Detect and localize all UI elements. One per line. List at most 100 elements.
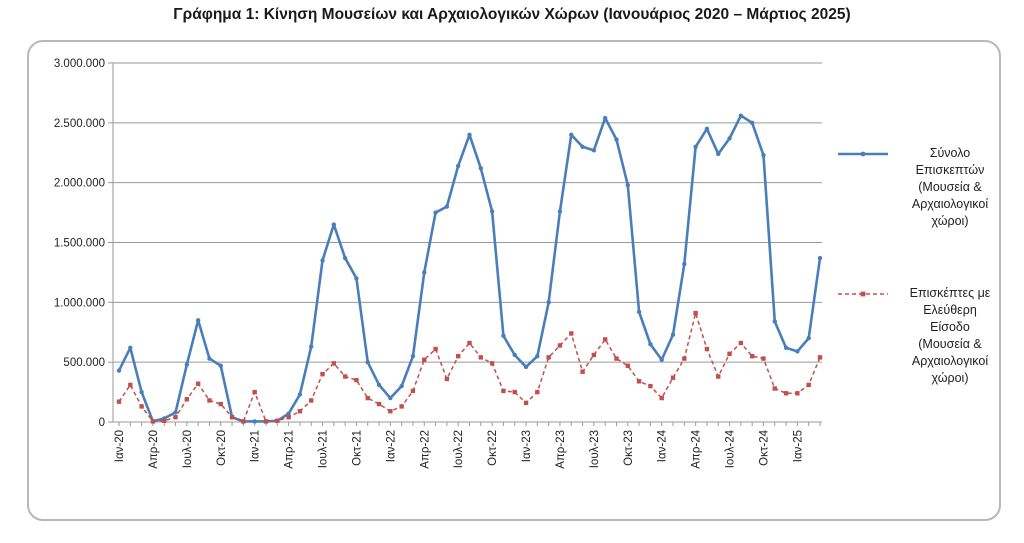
series-1-point (489, 209, 495, 214)
series-1-point (659, 357, 664, 362)
x-tick-label: Ιουλ-24 (725, 429, 737, 468)
series-1-point (252, 419, 257, 424)
x-tick-label: Ιουλ-23 (589, 430, 601, 468)
series-1-point (670, 332, 676, 337)
legend-label-line: Σύνολο (929, 146, 971, 160)
series-1-point (512, 352, 517, 358)
x-tick-label: Απρ-24 (691, 429, 703, 468)
legend-label-line: χώροι) (931, 214, 969, 228)
series-1-point (806, 336, 811, 341)
series-2-point (795, 391, 800, 396)
series-2-point (128, 382, 133, 388)
legend-label-line: (Μουσεία & (918, 180, 982, 194)
series-2-point (116, 399, 122, 404)
series-2-point (659, 395, 664, 401)
series-2-point (467, 340, 472, 346)
series-2-point (704, 346, 710, 352)
series-2-point (648, 383, 653, 389)
series-1-point (388, 395, 393, 401)
series-1-point (614, 137, 619, 142)
series-1-point (546, 300, 551, 305)
x-tick-label: Ιουλ-21 (318, 430, 330, 468)
series-1-point (704, 126, 710, 132)
legend-label: Σύνολο Επισκεπτών (Μουσεία & Αρχαιολογικοί χ… (894, 145, 1006, 230)
y-tick-label: 0 (99, 417, 105, 429)
series-2-point (297, 409, 303, 414)
series-2-point (263, 419, 269, 424)
series-line-1 (117, 114, 822, 423)
series-2-point (727, 351, 732, 356)
series-2-point (252, 389, 257, 395)
series-2-point (806, 382, 811, 388)
x-tick-label: Οκτ-23 (623, 430, 635, 466)
series-1-point (354, 276, 359, 281)
series-2-point (433, 346, 438, 352)
series-2-point (286, 415, 291, 420)
chart-frame (27, 40, 1001, 521)
series-1-point (602, 115, 608, 121)
x-tick-label: Απρ-21 (284, 430, 296, 469)
x-tick-label: Ιαν-20 (114, 430, 126, 462)
legend-label-line: Επισκεπτών (915, 163, 985, 177)
y-tick-label: 1.500.000 (54, 238, 105, 250)
series-1-point (116, 368, 122, 373)
series-1-point (738, 113, 744, 118)
y-tick-label: 500.000 (63, 357, 105, 369)
series-2-point (749, 353, 755, 359)
x-tick-label: Ιαν-23 (521, 430, 533, 462)
series-2-point (422, 357, 427, 362)
series-1-point (286, 411, 291, 416)
series-2-point (354, 377, 359, 383)
series-1-point (783, 345, 789, 351)
series-1-point (128, 345, 133, 351)
series-2-point (444, 376, 450, 382)
y-tick-label: 2.500.000 (54, 118, 105, 130)
series-2-point (783, 391, 789, 396)
x-tick-label: Απρ-22 (419, 430, 431, 469)
series-1-point (580, 144, 585, 149)
series-1-point (331, 222, 337, 227)
series-1-point (557, 209, 563, 214)
series-2-point (399, 404, 404, 409)
series-2-point (150, 419, 156, 424)
series-2-point (546, 355, 551, 360)
legend-label-line: Επισκέπτες με (909, 286, 991, 300)
series-1-point (207, 356, 212, 361)
series-1-point (309, 344, 314, 349)
series-2-point (139, 404, 144, 409)
series-1-point (693, 144, 698, 149)
series-2-point (580, 369, 585, 374)
series-2-point (557, 343, 563, 348)
series-2-point (682, 356, 687, 361)
series-1-point (727, 136, 732, 141)
y-tick-label: 2.000.000 (54, 178, 105, 190)
series-2-point (218, 401, 223, 407)
series-1-point (591, 148, 597, 153)
series-1-point (342, 255, 348, 261)
series-1-point (195, 318, 201, 323)
series-2-point (625, 363, 630, 368)
legend-label-line: Ελεύθερη (923, 303, 977, 317)
series-1-point (184, 362, 190, 367)
series-2-point (817, 355, 823, 360)
series-2-point (761, 356, 766, 361)
series-1-point (478, 166, 484, 171)
series-1-point (467, 132, 472, 137)
series-2-point (693, 310, 698, 316)
series-1-point (636, 309, 642, 315)
series-1-point (761, 152, 766, 158)
series-1-point (218, 363, 223, 368)
series-1-point (535, 353, 540, 359)
series-2-point (738, 340, 744, 346)
series-2-point (184, 397, 190, 402)
legend-swatch (838, 291, 888, 297)
series-2-point (331, 361, 337, 366)
chart-title: Γράφημα 1: Κίνηση Μουσείων και Αρχαιολογ… (173, 6, 851, 23)
series-line-2 (118, 312, 821, 423)
series-1-point (365, 359, 370, 365)
series-1-point (433, 210, 438, 215)
x-tick-label: Οκτ-24 (758, 429, 770, 465)
series-1-point (682, 261, 687, 267)
legend-label-line: Αρχαιολογικοί (911, 197, 989, 211)
x-tick-label: Οκτ-20 (216, 430, 228, 466)
